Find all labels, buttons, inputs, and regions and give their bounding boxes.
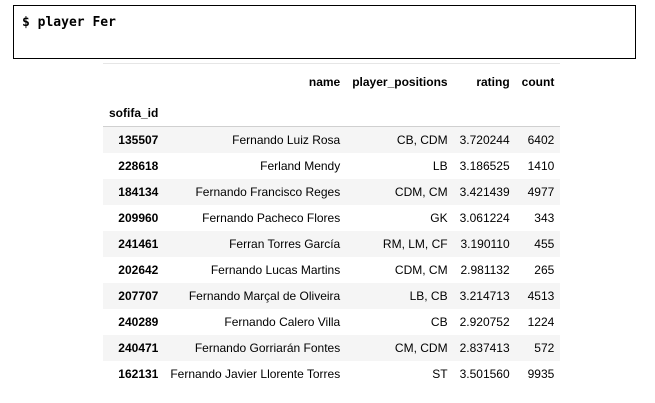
row-positions-cell: RM, LM, CF [382,236,448,251]
row-index-cell: 202642 [118,262,159,277]
row-rating-cell: 3.720244 [459,132,510,147]
row-positions-cell: ST [432,366,448,381]
row-positions-cell: CB [430,314,448,329]
row-name-cell: Fernando Pacheco Flores [202,210,341,225]
results-table-container: name player_positions rating count sofif… [103,63,561,387]
row-name-cell: Fernando Gorriarán Fontes [194,340,341,355]
row-name-cell: Fernando Francisco Reges [195,184,341,199]
row-rating-cell: 3.501560 [459,366,510,381]
table-row: 202642 Fernando Lucas Martins CDM, CM 2.981… [103,257,560,283]
index-name-row: sofifa_id [103,100,561,127]
row-count-cell: 4977 [527,184,555,199]
index-name-header: sofifa_id [103,100,165,127]
index-header-blank [103,64,164,101]
row-index-cell: 184134 [118,184,159,199]
row-count-cell: 455 [534,236,555,251]
row-rating-cell: 3.214713 [459,288,510,303]
row-name-cell: Ferran Torres García [229,236,341,251]
results-table: name player_positions rating count sofif… [103,63,561,387]
table-row: 228618 Ferland Mendy LB 3.186525 1410 [103,153,560,179]
row-count-cell: 572 [534,340,555,355]
row-positions-cell: LB, CB [409,288,448,303]
row-positions-cell: CB, CDM [396,132,448,147]
row-name-cell: Fernando Javier Llorente Torres [170,366,341,381]
row-count-cell: 9935 [527,366,555,381]
row-count-cell: 4513 [527,288,555,303]
row-count-cell: 1224 [527,314,555,329]
row-rating-cell: 2.837413 [459,340,510,355]
row-count-cell: 343 [534,210,555,225]
row-positions-cell: GK [430,210,448,225]
row-name-cell: Fernando Luiz Rosa [232,132,341,147]
row-count-cell: 265 [534,262,555,277]
row-positions-cell: CDM, CM [394,262,448,277]
row-index-cell: 241461 [118,236,159,251]
table-row: 207707 Fernando Marçal de Oliveira LB, CB 3… [103,282,561,309]
column-header-player-positions: player_positions [352,75,448,89]
row-rating-cell: 3.190110 [460,236,510,251]
row-positions-cell: CM, CDM [394,340,448,355]
row-rating-cell: 3.421439 [459,184,510,199]
row-index-cell: 135507 [118,132,159,147]
row-index-cell: 228618 [118,158,159,173]
row-index-cell: 207707 [118,288,159,303]
table-row: 135507 Fernando Luiz Rosa CB, CDM 3.720244 6… [103,126,561,153]
row-name-cell: Fernando Marçal de Oliveira [188,288,341,303]
table-row: 241461 Ferran Torres García RM, LM, CF 3.19… [103,230,561,257]
command-input-box[interactable]: $ player Fer [13,5,636,59]
row-index-cell: 240289 [118,314,159,329]
row-rating-cell: 3.061224 [459,210,510,225]
row-rating-cell: 3.186525 [459,158,510,173]
row-name-cell: Fernando Lucas Martins [210,262,341,277]
column-header-rating: rating [476,75,510,89]
row-index-cell: 209960 [118,210,159,225]
command-text[interactable]: $ player Fer [22,15,116,30]
row-rating-cell: 2.981132 [460,262,510,277]
table-row: 184134 Fernando Francisco Reges CDM, CM 3.4… [103,178,561,205]
column-header-count: count [521,75,555,89]
table-row: 162131 Fernando Javier Llorente Torres ST 3… [103,361,560,387]
row-positions-cell: LB [432,158,448,173]
row-index-cell: 240471 [118,340,159,355]
row-count-cell: 6402 [527,132,555,147]
column-header-name: name [308,75,341,89]
table-header-row: name player_positions rating count [103,63,561,101]
row-name-cell: Ferland Mendy [260,158,341,173]
row-positions-cell: CDM, CM [394,184,448,199]
table-row: 240289 Fernando Calero Villa CB 2.920752 122… [103,309,560,335]
table-row: 209960 Fernando Pacheco Flores GK 3.061224 3… [103,205,560,231]
row-rating-cell: 2.920752 [459,314,510,329]
table-row: 240471 Fernando Gorriarán Fontes CM, CDM 2.… [103,334,561,361]
row-count-cell: 1410 [527,158,555,173]
row-index-cell: 162131 [118,366,159,381]
row-name-cell: Fernando Calero Villa [224,314,341,329]
